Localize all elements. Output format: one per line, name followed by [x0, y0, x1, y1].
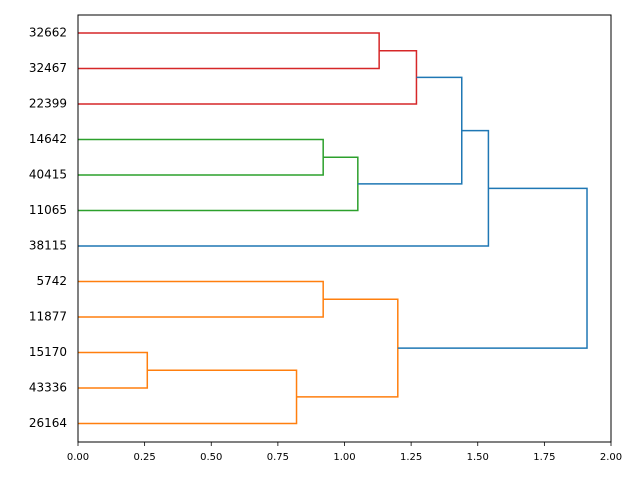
x-axis: 0.00 0.25 0.50 0.75 1.00 1.25 1.50 1.75 2.00: [67, 442, 622, 463]
leaf-label: 14642: [29, 132, 67, 146]
leaf-label: 11877: [29, 310, 67, 324]
x-tick-label: 0.50: [200, 452, 222, 463]
leaf-label: 40415: [29, 168, 67, 182]
dendrogram-link-2: [78, 50, 418, 105]
dendrogram-link-8: [78, 351, 149, 389]
x-tick-label: 1.75: [533, 452, 555, 463]
x-tick-label: 1.50: [467, 452, 489, 463]
dendrogram-link-4: [78, 156, 359, 212]
x-tick-label: 1.00: [333, 452, 355, 463]
leaf-label: 11065: [29, 203, 67, 217]
dendrogram-link-10: [296, 298, 399, 398]
leaf-labels: 32662 32467 22399 14642 40415 11065 38115 5742 1…: [29, 26, 67, 431]
x-tick-label: 0.00: [67, 452, 89, 463]
leaf-label: 15170: [29, 345, 67, 359]
leaf-label: 32467: [29, 61, 67, 75]
x-tick-label: 0.25: [133, 452, 155, 463]
x-tick-label: 1.25: [400, 452, 422, 463]
dendrogram-link-6: [78, 129, 490, 247]
leaf-label: 22399: [29, 97, 67, 111]
dendrogram-link-3: [78, 138, 324, 176]
dendrogram-link-9: [78, 369, 298, 425]
dendrogram-link-1: [78, 32, 380, 70]
leaf-label: 38115: [29, 239, 67, 253]
leaf-label: 26164: [29, 416, 67, 430]
plot-frame: [77, 14, 612, 443]
dendrogram-link-7: [78, 280, 324, 318]
dendrogram-link-11: [397, 187, 588, 349]
dendrogram-links: [78, 32, 588, 425]
x-tick-label: 0.75: [267, 452, 289, 463]
leaf-label: 5742: [36, 274, 67, 288]
leaf-label: 43336: [29, 381, 67, 395]
leaf-label: 32662: [29, 26, 67, 40]
dendrogram-link-5: [357, 76, 463, 185]
x-tick-label: 2.00: [600, 452, 622, 463]
